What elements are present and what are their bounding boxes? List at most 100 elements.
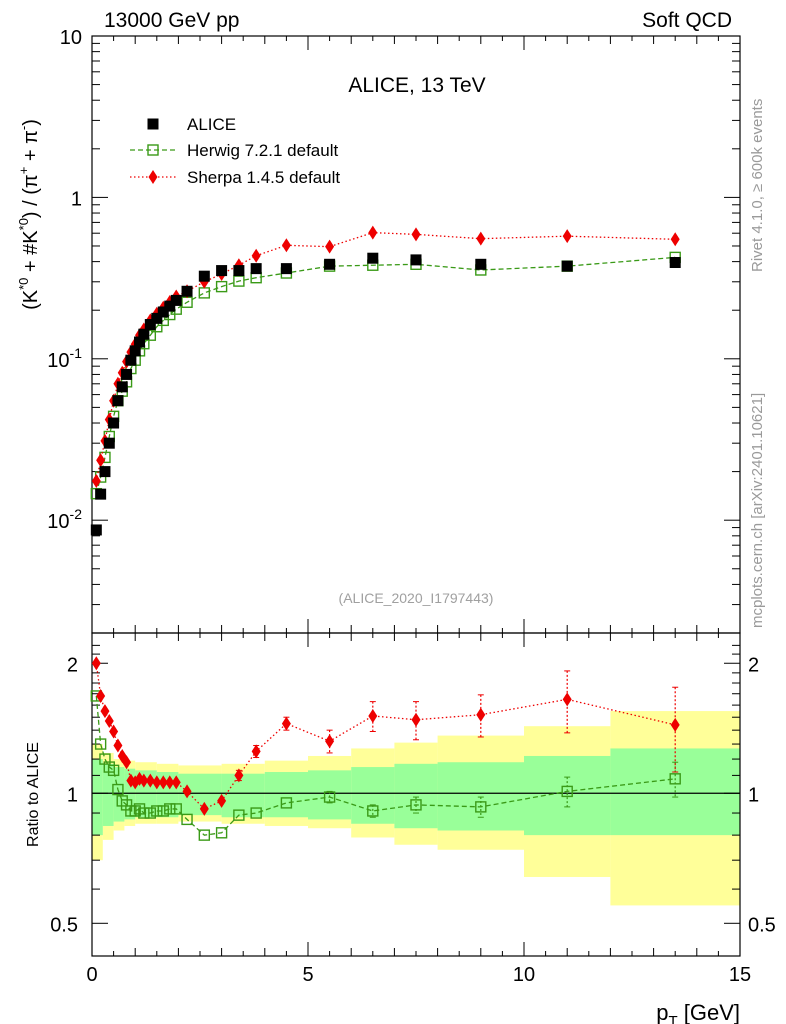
legend-marker-alice — [147, 118, 159, 130]
ratio-point-sherpa — [562, 692, 572, 707]
ratio-y-tick-label-left: 2 — [67, 654, 78, 676]
data-point-sherpa — [562, 229, 572, 244]
data-point-sherpa — [476, 231, 486, 246]
ratio-point-sherpa — [368, 708, 378, 723]
y-tick-label: 10 — [60, 27, 82, 49]
ratio-point-herwig — [323, 791, 336, 803]
data-point-alice — [324, 258, 336, 270]
data-point-herwig — [215, 280, 228, 293]
data-point-sherpa — [96, 453, 106, 468]
ratio-series-herwig — [90, 690, 681, 841]
data-point-sherpa — [91, 473, 101, 488]
data-point-alice — [410, 254, 422, 266]
data-point-herwig — [198, 287, 211, 299]
band-inner-bin — [264, 772, 308, 818]
data-point-alice — [198, 270, 210, 282]
data-point-alice — [144, 319, 156, 331]
ratio-point-sherpa — [217, 793, 227, 808]
ratio-point-herwig — [170, 803, 182, 815]
ratio-point-herwig — [561, 785, 573, 798]
series-sherpa — [91, 225, 680, 488]
y-axis-label: (K*0 + #K*0) / (π+ + π-) — [16, 119, 42, 310]
legend-marker-herwig — [147, 144, 159, 156]
data-point-alice — [151, 312, 163, 324]
ratio-point-herwig — [475, 801, 487, 813]
data-point-alice — [121, 368, 133, 380]
collision-energy-label: 13000 GeV pp — [104, 9, 240, 32]
ratio-point-sherpa — [325, 734, 335, 749]
ratio-point-herwig — [280, 797, 293, 809]
ratio-y-tick-label-left: 0.5 — [50, 914, 78, 936]
y-tick-label: 10-1 — [47, 345, 82, 372]
ratio-y-axis-ticks — [92, 644, 740, 924]
band-inner-bin — [124, 768, 136, 820]
ratio-point-sherpa — [100, 704, 110, 719]
data-point-alice — [170, 294, 182, 306]
data-point-alice — [181, 285, 193, 297]
data-point-alice — [561, 260, 573, 272]
ratio-y-tick-label-right: 2 — [748, 654, 759, 676]
ratio-point-sherpa — [182, 784, 192, 799]
analysis-tag: (ALICE_2020_I1797443) — [339, 590, 494, 606]
ratio-point-herwig — [112, 783, 124, 796]
ratio-point-herwig — [198, 829, 211, 841]
band-inner-bin — [351, 767, 395, 824]
ratio-point-sherpa — [165, 775, 175, 790]
ratio-point-sherpa — [96, 688, 106, 703]
ratio-point-herwig — [107, 764, 120, 777]
ratio-point-herwig — [164, 803, 176, 815]
x-tick-label: 10 — [513, 964, 535, 986]
legend — [130, 118, 176, 184]
band-inner-bin — [308, 770, 352, 820]
ratio-point-herwig — [144, 807, 157, 819]
ratio-point-herwig — [669, 773, 681, 785]
data-point-alice — [280, 263, 292, 275]
data-point-sherpa — [325, 239, 335, 254]
data-point-alice — [125, 354, 137, 366]
ratio-point-sherpa — [109, 724, 119, 739]
data-point-alice — [216, 265, 228, 277]
ratio-point-herwig — [215, 827, 228, 839]
data-point-alice — [233, 265, 245, 277]
data-point-alice — [112, 395, 124, 407]
data-point-alice — [108, 417, 120, 429]
ratio-point-sherpa — [251, 744, 261, 759]
data-point-alice — [99, 466, 111, 478]
ratio-point-herwig — [233, 809, 245, 821]
data-point-herwig — [233, 275, 245, 287]
x-tick-label: 15 — [729, 964, 751, 986]
ratio-y-tick-label-left: 1 — [67, 784, 78, 806]
ratio-point-sherpa — [145, 773, 155, 788]
ratio-point-sherpa — [171, 775, 181, 790]
data-point-alice — [90, 524, 102, 536]
ratio-point-sherpa — [281, 716, 291, 731]
legend-marker-sherpa — [148, 170, 158, 184]
data-point-alice — [164, 300, 176, 312]
data-point-alice — [95, 488, 107, 500]
data-point-alice — [116, 381, 128, 393]
band-inner-bin — [437, 762, 524, 831]
legend-label: Sherpa 1.4.5 default — [187, 168, 340, 187]
data-point-alice — [475, 258, 487, 270]
band-inner-bin — [394, 763, 438, 829]
series-line-sherpa — [95, 231, 676, 482]
ratio-point-herwig — [250, 807, 262, 819]
top-y-axis-ticks — [92, 35, 740, 634]
ratio-point-sherpa — [113, 738, 123, 753]
x-axis-ticks — [91, 36, 741, 956]
series-alice — [90, 252, 681, 536]
band-inner-bin — [524, 755, 611, 836]
ratio-point-herwig — [367, 805, 379, 817]
rivet-version-label: Rivet 4.1.0, ≥ 600k events — [749, 98, 766, 272]
ratio-point-sherpa — [139, 773, 149, 788]
x-tick-label: 5 — [302, 964, 313, 986]
ratio-y-tick-label-right: 0.5 — [748, 914, 776, 936]
source-reference-label: mcplots.cern.ch [arXiv:2401.10621] — [749, 392, 766, 628]
ratio-point-sherpa — [670, 717, 680, 732]
ratio-point-herwig — [410, 799, 422, 811]
ratio-point-sherpa — [476, 707, 486, 722]
x-tick-label: 0 — [86, 964, 97, 986]
legend-label: ALICE — [187, 115, 236, 134]
ratio-point-sherpa — [158, 775, 168, 790]
data-point-sherpa — [368, 225, 378, 240]
